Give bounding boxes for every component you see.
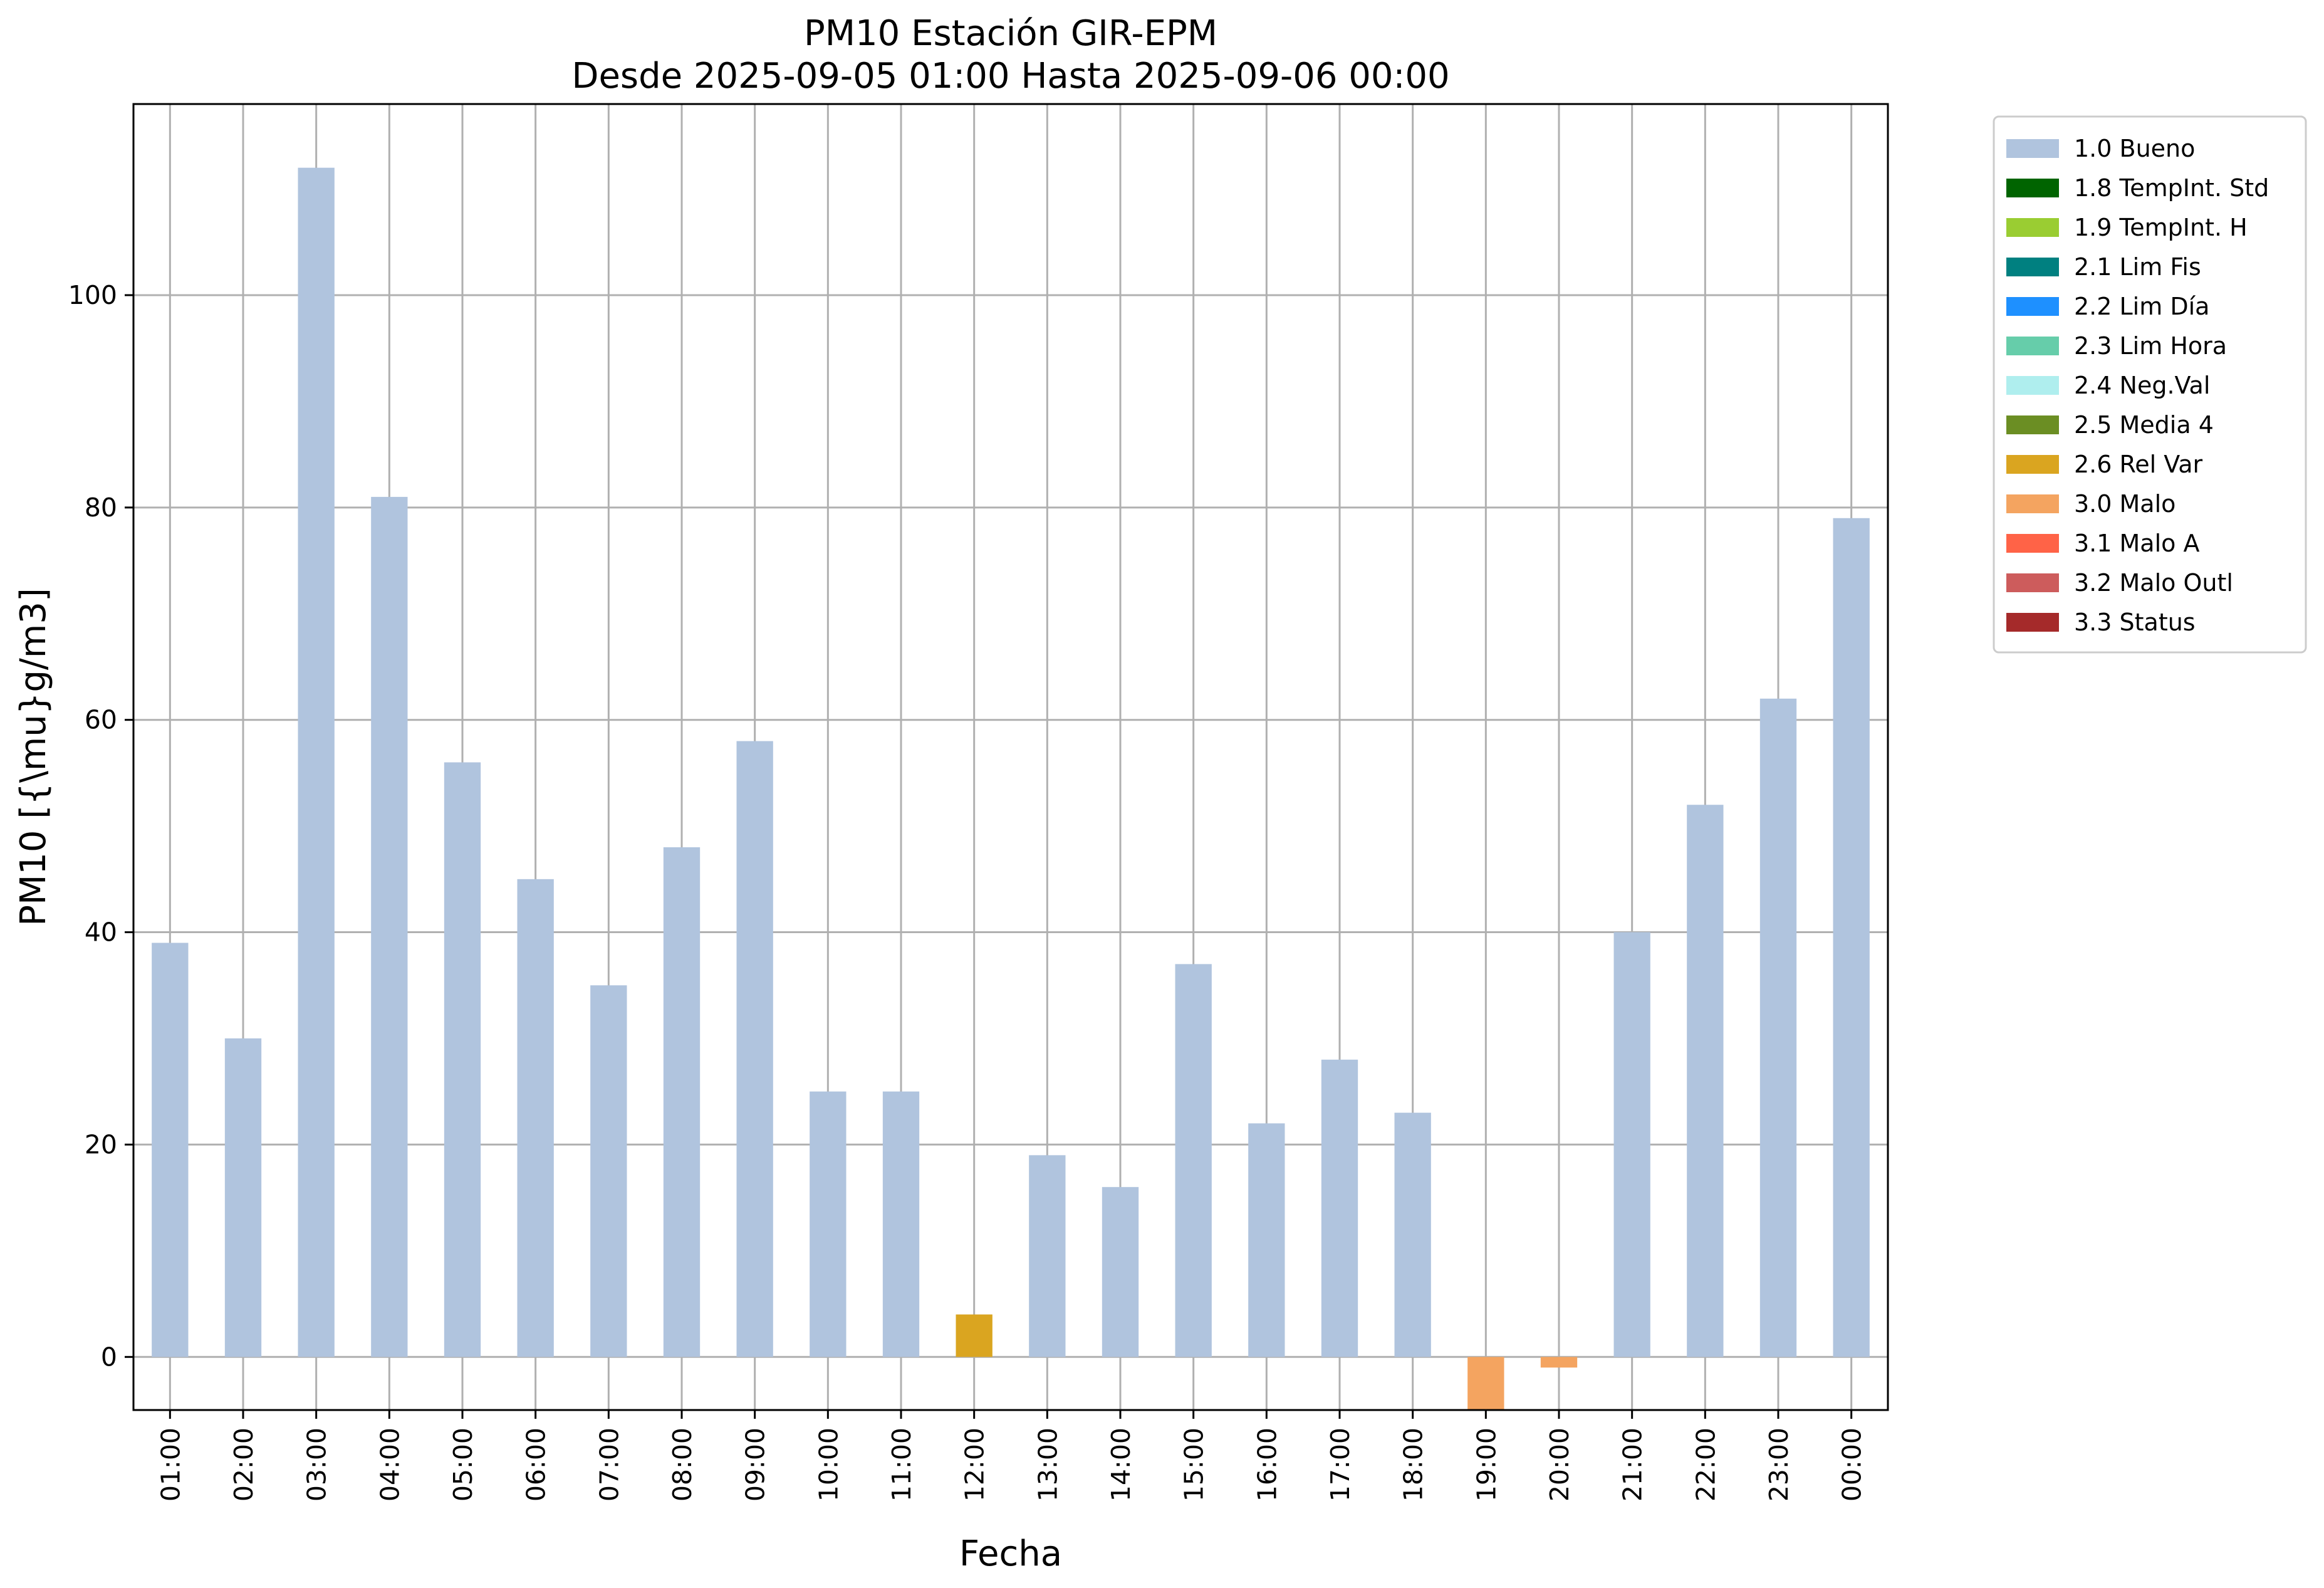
bar-03:00 [298,167,335,1357]
bar-07:00 [590,985,627,1357]
legend-swatch [2006,455,2059,474]
bar-18:00 [1394,1112,1431,1357]
x-tick-label: 18:00 [1399,1428,1429,1502]
x-tick-label: 20:00 [1545,1428,1575,1502]
bar-08:00 [663,847,701,1357]
bar-20:00 [1540,1357,1578,1368]
bar-15:00 [1175,964,1212,1357]
x-tick-label: 21:00 [1618,1428,1648,1502]
bar-11:00 [882,1091,920,1357]
bar-13:00 [1029,1155,1066,1357]
legend: 1.0 Bueno 1.8 TempInt. Std 1.9 TempInt. H 2… [1993,115,2307,654]
x-tick-label: 01:00 [155,1428,185,1502]
legend-swatch [2006,613,2059,632]
y-tick-label: 40 [85,917,117,948]
bar-01:00 [152,943,189,1357]
bar-00:00 [1833,518,1870,1357]
bar-12:00 [956,1314,993,1357]
legend-entry-label: 3.1 Malo A [2074,530,2199,557]
y-tick-label: 100 [68,280,117,310]
chart-title-line-1: PM10 Estación GIR-EPM [804,13,1217,54]
legend-entry-label: 1.9 TempInt. H [2074,214,2248,241]
y-tick-label: 80 [85,493,117,523]
x-tick-label: 08:00 [667,1428,697,1502]
bar-22:00 [1687,805,1724,1357]
legend-entry-label: 1.0 Bueno [2074,135,2195,162]
x-tick-label: 16:00 [1252,1428,1282,1502]
x-tick-label: 11:00 [887,1428,917,1502]
legend-swatch [2006,218,2059,237]
bar-05:00 [444,762,481,1357]
bar-04:00 [371,496,408,1357]
x-tick-label: 04:00 [375,1428,405,1502]
legend-swatch [2006,297,2059,316]
x-tick-label: 02:00 [229,1428,259,1502]
bar-16:00 [1248,1123,1285,1357]
legend-swatch [2006,139,2059,158]
y-tick-label: 60 [85,705,117,735]
legend-entry-label: 3.3 Status [2074,609,2196,636]
legend-swatch [2006,376,2059,395]
x-tick-label: 17:00 [1325,1428,1355,1502]
bar-10:00 [810,1091,847,1357]
bar-02:00 [224,1038,262,1357]
legend-entry-label: 1.8 TempInt. Std [2074,174,2269,202]
bar-06:00 [517,879,554,1357]
legend-entry-label: 2.4 Neg.Val [2074,372,2210,399]
legend-entry-label: 3.0 Malo [2074,490,2175,518]
legend-entry-label: 2.3 Lim Hora [2074,332,2227,360]
chart-title: PM10 Estación GIR-EPM Desde 2025-09-05 0… [571,13,1449,97]
legend-swatch [2006,415,2059,434]
x-tick-label: 12:00 [960,1428,990,1502]
legend-entry-label: 2.1 Lim Fis [2074,253,2201,281]
chart-title-line-2: Desde 2025-09-05 01:00 Hasta 2025-09-06 … [571,56,1449,97]
bar-23:00 [1759,698,1797,1357]
x-tick-label: 10:00 [813,1428,843,1502]
legend-swatch [2006,258,2059,276]
x-tick-label: 19:00 [1471,1428,1501,1502]
legend-entry-label: 2.2 Lim Día [2074,293,2209,320]
x-tick-label: 15:00 [1179,1428,1209,1502]
legend-entry-label: 2.6 Rel Var [2074,451,2203,478]
y-tick-label: 0 [101,1342,117,1372]
legend-swatch [2006,534,2059,553]
x-axis-ticks: 01:00 02:00 03:00 04:00 05:00 06:00 07:00 08:00… [155,1410,1867,1502]
legend-swatch [2006,337,2059,355]
y-axis-ticks: 0 20 40 60 80 100 [68,280,133,1372]
legend-swatch [2006,494,2059,513]
legend-swatch [2006,573,2059,592]
x-tick-label: 03:00 [302,1428,332,1502]
x-tick-label: 05:00 [448,1428,478,1502]
legend-entry-label: 2.5 Media 4 [2074,411,2214,439]
x-tick-label: 23:00 [1764,1428,1794,1502]
bar-21:00 [1613,932,1650,1357]
bar-17:00 [1321,1059,1358,1357]
bar-19:00 [1467,1357,1504,1410]
y-tick-label: 20 [85,1129,117,1159]
y-axis-label: PM10 [{\mu}g/m3] [13,588,54,926]
x-tick-label: 14:00 [1106,1428,1136,1502]
x-tick-label: 13:00 [1033,1428,1063,1502]
plot-area-frame [132,103,1889,1411]
x-tick-label: 07:00 [594,1428,624,1502]
x-axis-label: Fecha [959,1533,1062,1574]
x-tick-label: 06:00 [521,1428,551,1502]
x-tick-label: 09:00 [741,1428,771,1502]
legend-swatch [2006,179,2059,197]
legend-entry-label: 3.2 Malo Outl [2074,569,2233,597]
legend-box [1993,115,2307,654]
x-tick-label: 22:00 [1691,1428,1721,1502]
bars [152,167,1870,1410]
x-tick-label: 00:00 [1837,1428,1867,1502]
bar-14:00 [1102,1187,1139,1357]
bar-09:00 [736,741,773,1357]
